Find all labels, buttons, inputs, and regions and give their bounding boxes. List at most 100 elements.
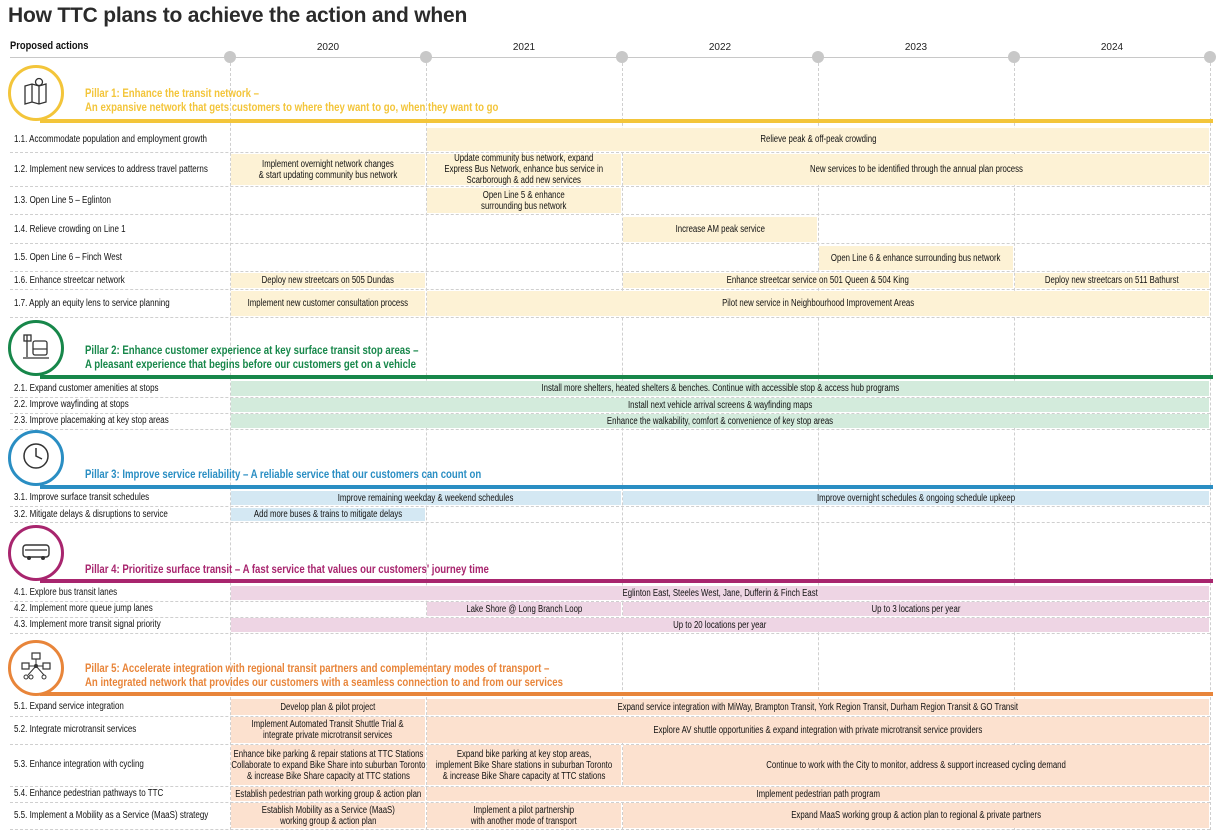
grid-line — [818, 58, 819, 830]
action-label-text: 5.1. Expand service integration — [14, 701, 124, 712]
map-pin-icon — [21, 76, 51, 111]
row-separator — [10, 786, 1210, 787]
pillar-3-title: Pillar 3: Improve service reliability – … — [85, 467, 482, 481]
action-label-text: 1.1. Accommodate population and employme… — [14, 133, 208, 145]
row-separator — [10, 152, 1210, 153]
timeline-bar-text: Expand bike parking at key stop areas, i… — [435, 748, 613, 782]
timeline-bar-text: Implement Automated Transit Shuttle Tria… — [251, 719, 405, 741]
clock-icon — [21, 441, 51, 476]
timeline-bar: Implement new customer consultation proc… — [231, 291, 425, 316]
timeline-bar-text: Enhance the walkability, comfort & conve… — [606, 415, 834, 427]
year-label: 2020 — [316, 42, 340, 53]
timeline-bar: Enhance streetcar service on 501 Queen &… — [623, 273, 1013, 288]
timeline-bar: Expand MaaS working group & action plan … — [623, 803, 1209, 828]
action-label: 2.2. Improve wayfinding at stops — [14, 397, 229, 412]
pillar-5-title: Pillar 5: Accelerate integration with re… — [85, 661, 550, 675]
timeline-bar-text: Implement pedestrian path program — [756, 788, 880, 800]
grid-line — [622, 58, 623, 830]
grid-line — [230, 58, 231, 830]
pillar-3-divider — [40, 485, 1213, 489]
pillar-1-divider — [40, 119, 1213, 123]
pillar-1-title: Pillar 1: Enhance the transit network – — [85, 86, 259, 100]
timeline-bar-text: Implement a pilot partnership with anoth… — [471, 804, 577, 827]
timeline-bar-text: Continue to work with the City to monito… — [766, 759, 1066, 771]
row-separator — [10, 633, 1210, 634]
timeline-bar-text: Relieve peak & off-peak crowding — [759, 134, 877, 145]
action-label: 1.4. Relieve crowding on Line 1 — [14, 216, 229, 242]
timeline-bar: Implement overnight network changes & st… — [231, 154, 425, 185]
year-label: 2024 — [1100, 42, 1124, 53]
timeline-bar-text: Lake Shore @ Long Branch Loop — [466, 603, 582, 615]
pillar-4-divider — [40, 579, 1213, 583]
row-separator — [10, 271, 1210, 272]
grid-line — [1014, 58, 1015, 830]
timeline-marker — [224, 51, 236, 63]
timeline-bar: Improve remaining weekday & weekend sche… — [231, 491, 621, 505]
row-separator — [10, 289, 1210, 290]
action-label: 2.1. Expand customer amenities at stops — [14, 380, 229, 396]
timeline-bar: Up to 3 locations per year — [623, 602, 1209, 616]
action-label: 1.6. Enhance streetcar network — [14, 272, 229, 288]
action-label: 3.2. Mitigate delays & disruptions to se… — [14, 507, 229, 521]
row-separator — [10, 601, 1210, 602]
action-label: 5.4. Enhance pedestrian pathways to TTC — [14, 786, 229, 801]
action-label-text: 2.1. Expand customer amenities at stops — [14, 382, 159, 394]
row-separator — [10, 744, 1210, 745]
timeline-bar-text: Pilot new service in Neighbourhood Impro… — [721, 298, 915, 309]
timeline-bar: Enhance the walkability, comfort & conve… — [231, 414, 1209, 428]
timeline-bar: Expand bike parking at key stop areas, i… — [427, 745, 621, 785]
timeline-bar: Up to 20 locations per year — [231, 618, 1209, 632]
action-label-text: 1.3. Open Line 5 – Eglinton — [14, 194, 111, 206]
row-separator — [10, 186, 1210, 187]
bus-icon — [21, 536, 51, 571]
action-label: 4.1. Explore bus transit lanes — [14, 585, 229, 600]
year-label: 2022 — [708, 42, 732, 53]
action-label: 4.3. Implement more transit signal prior… — [14, 617, 229, 632]
timeline-bar-text: Open Line 5 & enhance surrounding bus ne… — [481, 189, 567, 212]
timeline-marker — [616, 51, 628, 63]
pillar-2-title: Pillar 2: Enhance customer experience at… — [85, 343, 419, 357]
row-separator — [10, 506, 1210, 507]
row-separator — [10, 617, 1210, 618]
action-label-text: 5.4. Enhance pedestrian pathways to TTC — [14, 788, 164, 799]
timeline-bar-text: Establish pedestrian path working group … — [234, 788, 422, 800]
timeline-bar: Open Line 5 & enhance surrounding bus ne… — [427, 188, 621, 213]
timeline-bar-text: Improve overnight schedules & ongoing sc… — [816, 492, 1016, 504]
timeline-bar-text: Implement new customer consultation proc… — [247, 298, 409, 309]
action-label-text: 1.2. Implement new services to address t… — [14, 163, 208, 175]
timeline-marker — [420, 51, 432, 63]
action-label-text: 5.2. Integrate microtransit services — [14, 724, 137, 735]
action-label-text: 4.1. Explore bus transit lanes — [14, 587, 118, 598]
timeline-bar: Add more buses & trains to mitigate dela… — [231, 508, 425, 521]
timeline-bar-text: Develop plan & pilot project — [280, 701, 376, 713]
timeline-bar: Implement a pilot partnership with anoth… — [427, 803, 621, 828]
timeline-bar: Deploy new streetcars on 505 Dundas — [231, 273, 425, 288]
timeline-bar: Lake Shore @ Long Branch Loop — [427, 602, 621, 616]
timeline-bar: Continue to work with the City to monito… — [623, 745, 1209, 785]
pillar-2-icon-circle — [8, 320, 64, 376]
row-separator — [10, 829, 1210, 830]
row-separator — [10, 243, 1210, 244]
grid-line — [1210, 58, 1211, 830]
action-label: 5.2. Integrate microtransit services — [14, 716, 229, 743]
timeline-bar-text: Explore AV shuttle opportunities & expan… — [653, 724, 983, 736]
timeline-bar-text: Install next vehicle arrival screens & w… — [627, 399, 813, 411]
timeline-bar: Implement pedestrian path program — [427, 787, 1209, 801]
timeline-bar: New services to be identified through th… — [623, 154, 1209, 185]
pillar-4-title: Pillar 4: Prioritize surface transit – A… — [85, 562, 489, 576]
timeline-bar: Deploy new streetcars on 511 Bathurst — [1015, 273, 1209, 288]
timeline-bar-text: New services to be identified through th… — [809, 164, 1023, 175]
timeline-bar: Implement Automated Transit Shuttle Tria… — [231, 717, 425, 743]
timeline-bar: Explore AV shuttle opportunities & expan… — [427, 717, 1209, 743]
action-label-text: 5.3. Enhance integration with cycling — [14, 759, 144, 770]
timeline-bar-text: Expand MaaS working group & action plan … — [791, 810, 1041, 821]
page-title: How TTC plans to achieve the action and … — [8, 4, 468, 27]
timeline-bar-text: Up to 3 locations per year — [871, 603, 961, 615]
timeline-bar-text: Up to 20 locations per year — [673, 619, 767, 631]
action-label-text: 4.2. Implement more queue jump lanes — [14, 603, 153, 614]
pillar-5-icon-circle — [8, 640, 64, 696]
timeline-bar: Install next vehicle arrival screens & w… — [231, 398, 1209, 412]
action-label-text: 1.7. Apply an equity lens to service pla… — [14, 297, 170, 309]
action-label-text: 3.2. Mitigate delays & disruptions to se… — [14, 508, 168, 520]
